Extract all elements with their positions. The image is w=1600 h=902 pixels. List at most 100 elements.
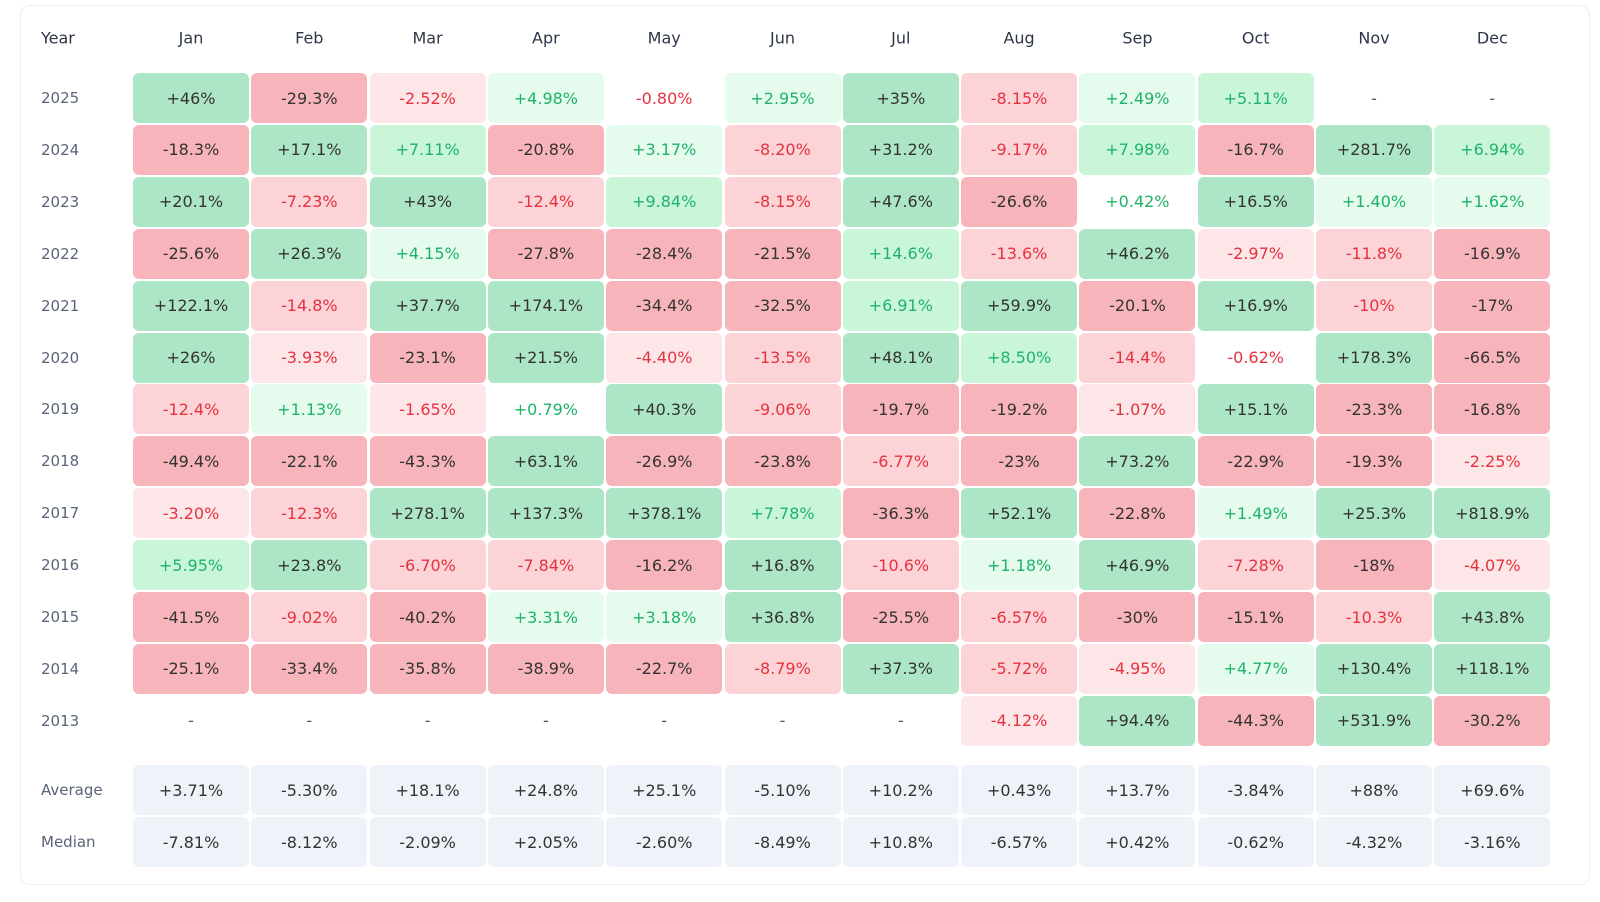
summary-cell: -8.49% <box>724 817 841 867</box>
header-month: Nov <box>1358 28 1390 48</box>
summary-cell: +0.43% <box>961 765 1078 815</box>
return-cell: +7.11% <box>369 124 486 175</box>
summary-cell: +10.2% <box>842 765 959 815</box>
return-cell: -26.9% <box>606 436 723 487</box>
summary-cell: -2.09% <box>369 817 486 867</box>
return-cell: +26.3% <box>251 228 368 279</box>
return-cell: - <box>306 711 313 731</box>
return-cell: +59.9% <box>961 280 1078 331</box>
summary-cell: +10.8% <box>842 817 959 867</box>
return-cell: - <box>1371 88 1377 108</box>
return-cell: - <box>661 711 668 731</box>
return-cell: +281.7% <box>1316 124 1432 175</box>
return-cell: -23% <box>961 436 1078 487</box>
return-cell: +46.9% <box>1079 540 1196 591</box>
summary-cell: -4.32% <box>1316 817 1432 867</box>
return-cell: -6.70% <box>369 540 486 591</box>
return-cell: -13.5% <box>724 332 841 383</box>
returns-table: Year Jan Feb Mar Apr May Jun Jul Aug Sep Oct Nov Dec… <box>20 5 1590 885</box>
return-cell: -28.4% <box>606 228 723 279</box>
return-cell: - <box>1489 88 1496 108</box>
return-cell: -1.07% <box>1079 384 1196 435</box>
return-cell: -12.4% <box>133 384 249 435</box>
return-cell: -32.5% <box>724 280 841 331</box>
return-cell: +16.9% <box>1197 280 1314 331</box>
return-cell: -44.3% <box>1197 695 1314 746</box>
return-cell: -18% <box>1316 540 1432 591</box>
return-cell: -6.77% <box>842 436 959 487</box>
return-cell: -38.9% <box>487 643 604 694</box>
summary-cell: +2.05% <box>487 817 604 867</box>
return-cell: -43.3% <box>369 436 486 487</box>
return-cell: +16.8% <box>724 540 841 591</box>
return-cell: - <box>188 711 194 731</box>
year-label: 2017 <box>41 504 80 523</box>
return-cell: +25.3% <box>1316 488 1432 539</box>
return-cell: -17% <box>1434 280 1551 331</box>
return-cell: +1.18% <box>961 540 1078 591</box>
return-cell: +26% <box>133 332 249 383</box>
return-cell: +818.9% <box>1434 488 1551 539</box>
return-cell: -11.8% <box>1316 228 1432 279</box>
return-cell: -0.80% <box>635 88 693 108</box>
return-cell: - <box>424 711 431 731</box>
return-cell: +31.2% <box>842 124 959 175</box>
return-cell: +3.18% <box>606 592 723 642</box>
return-cell: -8.20% <box>724 124 841 175</box>
summary-cell: -8.12% <box>251 817 368 867</box>
return-cell: -41.5% <box>133 592 249 642</box>
summary-cell: +69.6% <box>1434 765 1551 815</box>
return-cell: -22.1% <box>251 436 368 487</box>
return-cell: -15.1% <box>1197 592 1314 642</box>
return-cell: +8.50% <box>961 332 1078 383</box>
return-cell: -7.28% <box>1197 540 1314 591</box>
return-cell: -4.12% <box>961 695 1078 746</box>
summary-cell: +0.42% <box>1079 817 1196 867</box>
summary-cell: -3.16% <box>1434 817 1551 867</box>
return-cell: +5.95% <box>133 540 249 591</box>
year-label: 2022 <box>41 244 80 263</box>
year-label: 2021 <box>41 296 80 315</box>
return-cell: +4.15% <box>369 228 486 279</box>
return-cell: +378.1% <box>606 488 723 539</box>
header-month: Jan <box>178 28 204 48</box>
return-cell: +20.1% <box>133 176 249 227</box>
return-cell: -66.5% <box>1434 332 1551 383</box>
return-cell: +37.3% <box>842 643 959 694</box>
return-cell: +16.5% <box>1197 176 1314 227</box>
return-cell: -19.7% <box>842 384 959 435</box>
return-cell: +0.79% <box>513 399 578 419</box>
return-cell: -10.6% <box>842 540 959 591</box>
return-cell: +94.4% <box>1079 695 1196 746</box>
summary-cell: -0.62% <box>1197 817 1314 867</box>
return-cell: -3.93% <box>251 332 368 383</box>
return-cell: -8.79% <box>724 643 841 694</box>
header-month: Aug <box>1003 28 1035 48</box>
year-label: 2024 <box>41 140 80 159</box>
return-cell: -14.4% <box>1079 332 1196 383</box>
return-cell: -10% <box>1316 280 1432 331</box>
summary-cell: +18.1% <box>369 765 486 815</box>
return-cell: +6.91% <box>842 280 959 331</box>
return-cell: +43% <box>369 176 486 227</box>
return-cell: -19.2% <box>961 384 1078 435</box>
return-cell: -4.07% <box>1434 540 1551 591</box>
return-cell: -12.4% <box>487 176 604 227</box>
return-cell: -25.1% <box>133 643 249 694</box>
return-cell: +1.62% <box>1434 176 1551 227</box>
return-cell: +130.4% <box>1316 643 1432 694</box>
return-cell: -16.2% <box>606 540 723 591</box>
return-cell: +178.3% <box>1316 332 1432 383</box>
return-cell: +0.42% <box>1105 192 1170 212</box>
return-cell: +46.2% <box>1079 228 1196 279</box>
return-cell: +1.40% <box>1316 176 1432 227</box>
header-month: Sep <box>1122 28 1153 48</box>
return-cell: - <box>779 711 786 731</box>
return-cell: +278.1% <box>369 488 486 539</box>
return-cell: -2.97% <box>1197 228 1314 279</box>
return-cell: +3.31% <box>487 592 604 642</box>
return-cell: -40.2% <box>369 592 486 642</box>
return-cell: +40.3% <box>606 384 723 435</box>
return-cell: +63.1% <box>487 436 604 487</box>
return-cell: -7.84% <box>487 540 604 591</box>
